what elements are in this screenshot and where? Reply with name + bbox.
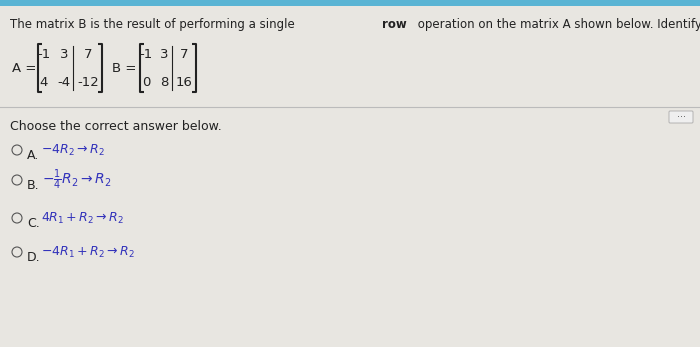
Text: D.: D. [27,251,41,264]
Text: B.: B. [27,179,40,192]
Text: 8: 8 [160,76,168,88]
Bar [0,0,700,6]
Text: row: row [382,18,407,31]
Text: -1: -1 [37,48,50,60]
Text: 3: 3 [160,48,168,60]
FancyBboxPatch shape [669,111,693,123]
Text: $4R_1 + R_2\rightarrow R_2$: $4R_1 + R_2\rightarrow R_2$ [41,210,124,226]
Text: 3: 3 [60,48,69,60]
Text: A.: A. [27,149,39,162]
Text: -12: -12 [77,76,99,88]
Text: C.: C. [27,217,40,230]
Text: 0: 0 [142,76,150,88]
Text: ···: ··· [676,112,685,122]
Text: 7: 7 [180,48,188,60]
Text: B =: B = [112,61,136,75]
Text: 7: 7 [84,48,92,60]
Text: 4: 4 [40,76,48,88]
Text: 16: 16 [176,76,192,88]
Text: $-4R_1 + R_2\rightarrow R_2$: $-4R_1 + R_2\rightarrow R_2$ [41,244,134,260]
Text: -4: -4 [57,76,71,88]
Text: Choose the correct answer below.: Choose the correct answer below. [10,120,222,133]
Text: -1: -1 [139,48,153,60]
Text: $-4R_2\rightarrow R_2$: $-4R_2\rightarrow R_2$ [41,143,105,158]
Text: operation on the matrix A shown below. Identify the: operation on the matrix A shown below. I… [414,18,700,31]
Text: A =: A = [12,61,36,75]
Text: $-\frac{1}{4}R_2\rightarrow R_2$: $-\frac{1}{4}R_2\rightarrow R_2$ [42,168,112,192]
Text: The matrix B is the result of performing a single: The matrix B is the result of performing… [10,18,298,31]
